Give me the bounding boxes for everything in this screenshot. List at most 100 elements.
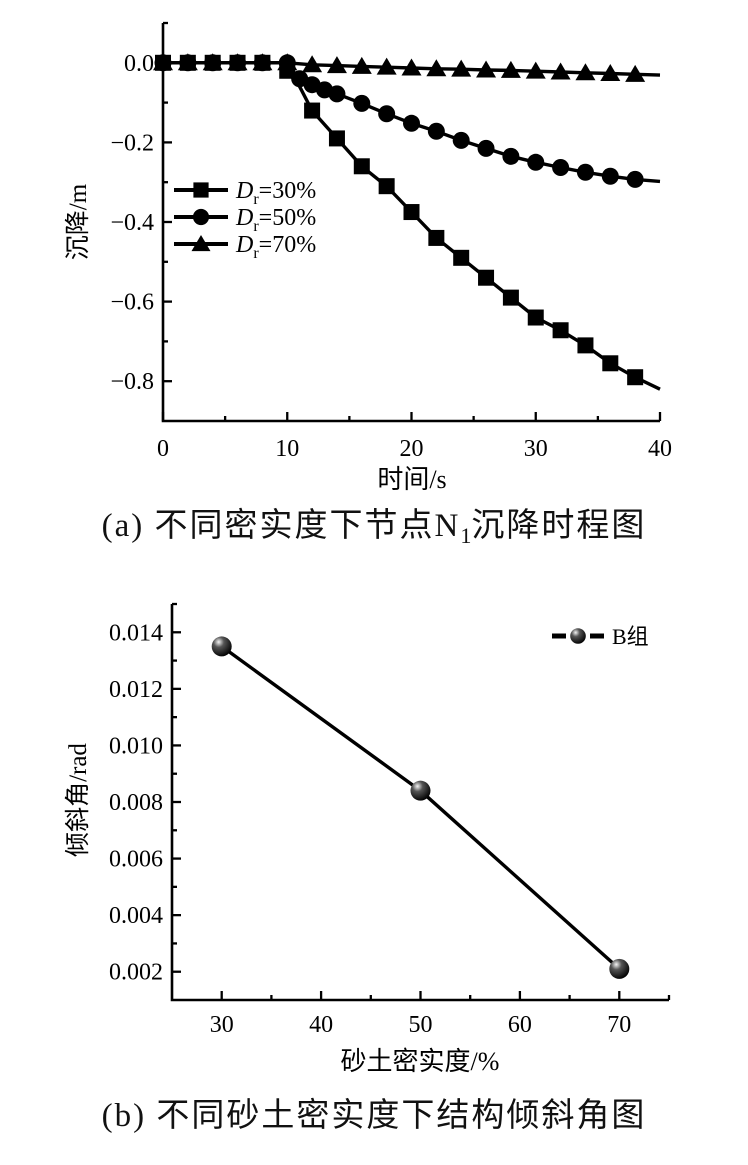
y-axis-label: 沉降/m bbox=[64, 183, 92, 260]
square-marker bbox=[478, 269, 495, 286]
square-marker bbox=[378, 178, 395, 195]
caption-a-text-end: 沉降时程图 bbox=[471, 508, 647, 544]
caption-a-subscript: 1 bbox=[460, 523, 472, 548]
legend: B组 bbox=[552, 624, 649, 649]
triangle-marker bbox=[525, 61, 546, 79]
caption-b-text: (b) 不同砂土密实度下结构倾斜角图 bbox=[101, 1098, 647, 1134]
legend: Dr=30%Dr=50%Dr=70% bbox=[174, 178, 316, 262]
x-tick-label: 70 bbox=[607, 1012, 631, 1038]
y-tick-label: −0.2 bbox=[110, 130, 154, 156]
square-marker bbox=[403, 204, 420, 221]
triangle-marker bbox=[191, 234, 211, 252]
tilt-angle-chart: 30 40 50 60 70 0.002 0.004 0.006 0.008 0.010 0.012… bbox=[64, 602, 671, 1076]
circle-marker bbox=[427, 122, 445, 140]
circle-marker bbox=[601, 167, 619, 185]
ball-marker bbox=[609, 958, 630, 979]
caption-a-text: (a) 不同密实度下节点N bbox=[101, 508, 461, 544]
y-tick-label: 0.006 bbox=[109, 847, 163, 873]
triangle-marker bbox=[550, 62, 571, 80]
triangle-marker bbox=[500, 60, 521, 78]
caption-a: (a) 不同密实度下节点N1沉降时程图 bbox=[0, 498, 748, 549]
figure-b: 30 40 50 60 70 0.002 0.004 0.006 0.008 0.010 0.012… bbox=[0, 580, 748, 1085]
square-marker bbox=[193, 182, 209, 198]
triangle-marker bbox=[302, 55, 323, 73]
circle-marker bbox=[477, 139, 495, 157]
triangle-marker bbox=[600, 64, 621, 82]
y-tick-label: 0.010 bbox=[109, 733, 163, 759]
legend-label: Dr=30% bbox=[235, 178, 316, 208]
caption-b: (b) 不同砂土密实度下结构倾斜角图 bbox=[0, 1088, 748, 1139]
x-tick-label: 0 bbox=[157, 436, 169, 462]
x-tick-label: 20 bbox=[400, 436, 424, 462]
y-tick-label: −0.8 bbox=[110, 369, 154, 395]
circle-marker bbox=[328, 85, 346, 103]
y-tick-label: −0.4 bbox=[110, 210, 154, 236]
legend-label: Dr=50% bbox=[235, 205, 316, 235]
triangle-marker bbox=[401, 58, 422, 76]
triangle-marker bbox=[426, 59, 447, 77]
x-tick-label: 50 bbox=[409, 1012, 433, 1038]
axis-ticks bbox=[172, 602, 671, 1000]
circle-marker bbox=[626, 170, 644, 188]
circle-marker bbox=[502, 147, 520, 165]
circle-marker bbox=[378, 105, 396, 123]
y-axis-label: 倾斜角/rad bbox=[64, 743, 92, 857]
square-marker bbox=[527, 309, 544, 326]
x-tick-label: 30 bbox=[524, 436, 548, 462]
square-marker bbox=[602, 355, 619, 372]
x-tick-label: 30 bbox=[210, 1012, 234, 1038]
square-marker bbox=[502, 289, 519, 306]
series-b-group-markers bbox=[211, 636, 630, 979]
x-axis-label: 砂土密实度/% bbox=[341, 1047, 500, 1076]
triangle-marker bbox=[476, 60, 497, 78]
series-dr70-markers bbox=[153, 53, 646, 82]
figure-a: 0 10 20 30 40 0.0 −0.2 −0.4 −0.6 −0.8 时间/s 沉降/m Dr=3… bbox=[0, 0, 748, 505]
triangle-marker bbox=[351, 56, 372, 74]
square-marker bbox=[577, 337, 594, 354]
triangle-marker bbox=[227, 53, 248, 71]
y-tick-label: 0.014 bbox=[109, 620, 163, 646]
y-tick-label: 0.0 bbox=[124, 51, 154, 77]
triangle-marker bbox=[451, 59, 472, 77]
ball-marker bbox=[570, 628, 586, 644]
circle-marker bbox=[192, 208, 210, 226]
triangle-marker bbox=[252, 53, 273, 71]
ball-marker bbox=[410, 780, 431, 801]
y-tick-label: 0.004 bbox=[109, 903, 163, 929]
x-axis-label: 时间/s bbox=[377, 465, 446, 494]
x-tick-label: 10 bbox=[275, 436, 299, 462]
square-marker bbox=[428, 229, 445, 246]
circle-marker bbox=[527, 153, 545, 171]
ball-marker bbox=[211, 636, 232, 657]
triangle-marker bbox=[376, 57, 397, 75]
circle-marker bbox=[353, 94, 371, 112]
y-tick-label: −0.6 bbox=[110, 290, 154, 316]
axis-ticks bbox=[161, 21, 662, 421]
settlement-time-chart: 0 10 20 30 40 0.0 −0.2 −0.4 −0.6 −0.8 时间/s 沉降/m Dr=3… bbox=[64, 21, 672, 494]
legend-label: B组 bbox=[612, 624, 649, 649]
circle-marker bbox=[452, 131, 470, 149]
y-tick-label: 0.002 bbox=[109, 960, 163, 986]
triangle-marker bbox=[202, 53, 223, 71]
legend-label: Dr=70% bbox=[235, 232, 316, 262]
x-tick-label: 40 bbox=[309, 1012, 333, 1038]
square-marker bbox=[627, 369, 644, 386]
axis-spines bbox=[170, 604, 669, 1002]
series-b-group-line bbox=[220, 645, 621, 971]
triangle-marker bbox=[575, 63, 596, 81]
triangle-marker bbox=[277, 53, 298, 71]
square-marker bbox=[328, 130, 345, 147]
circle-marker bbox=[552, 158, 570, 176]
circle-marker bbox=[403, 114, 420, 132]
y-tick-label: 0.008 bbox=[109, 790, 163, 816]
x-tick-label: 60 bbox=[508, 1012, 532, 1038]
square-marker bbox=[304, 102, 321, 119]
y-tick-label: 0.012 bbox=[109, 677, 163, 703]
square-marker bbox=[353, 158, 370, 175]
square-marker bbox=[552, 322, 569, 339]
square-marker bbox=[453, 249, 470, 266]
triangle-marker bbox=[326, 56, 347, 74]
x-tick-label: 40 bbox=[648, 436, 672, 462]
circle-marker bbox=[576, 163, 594, 181]
